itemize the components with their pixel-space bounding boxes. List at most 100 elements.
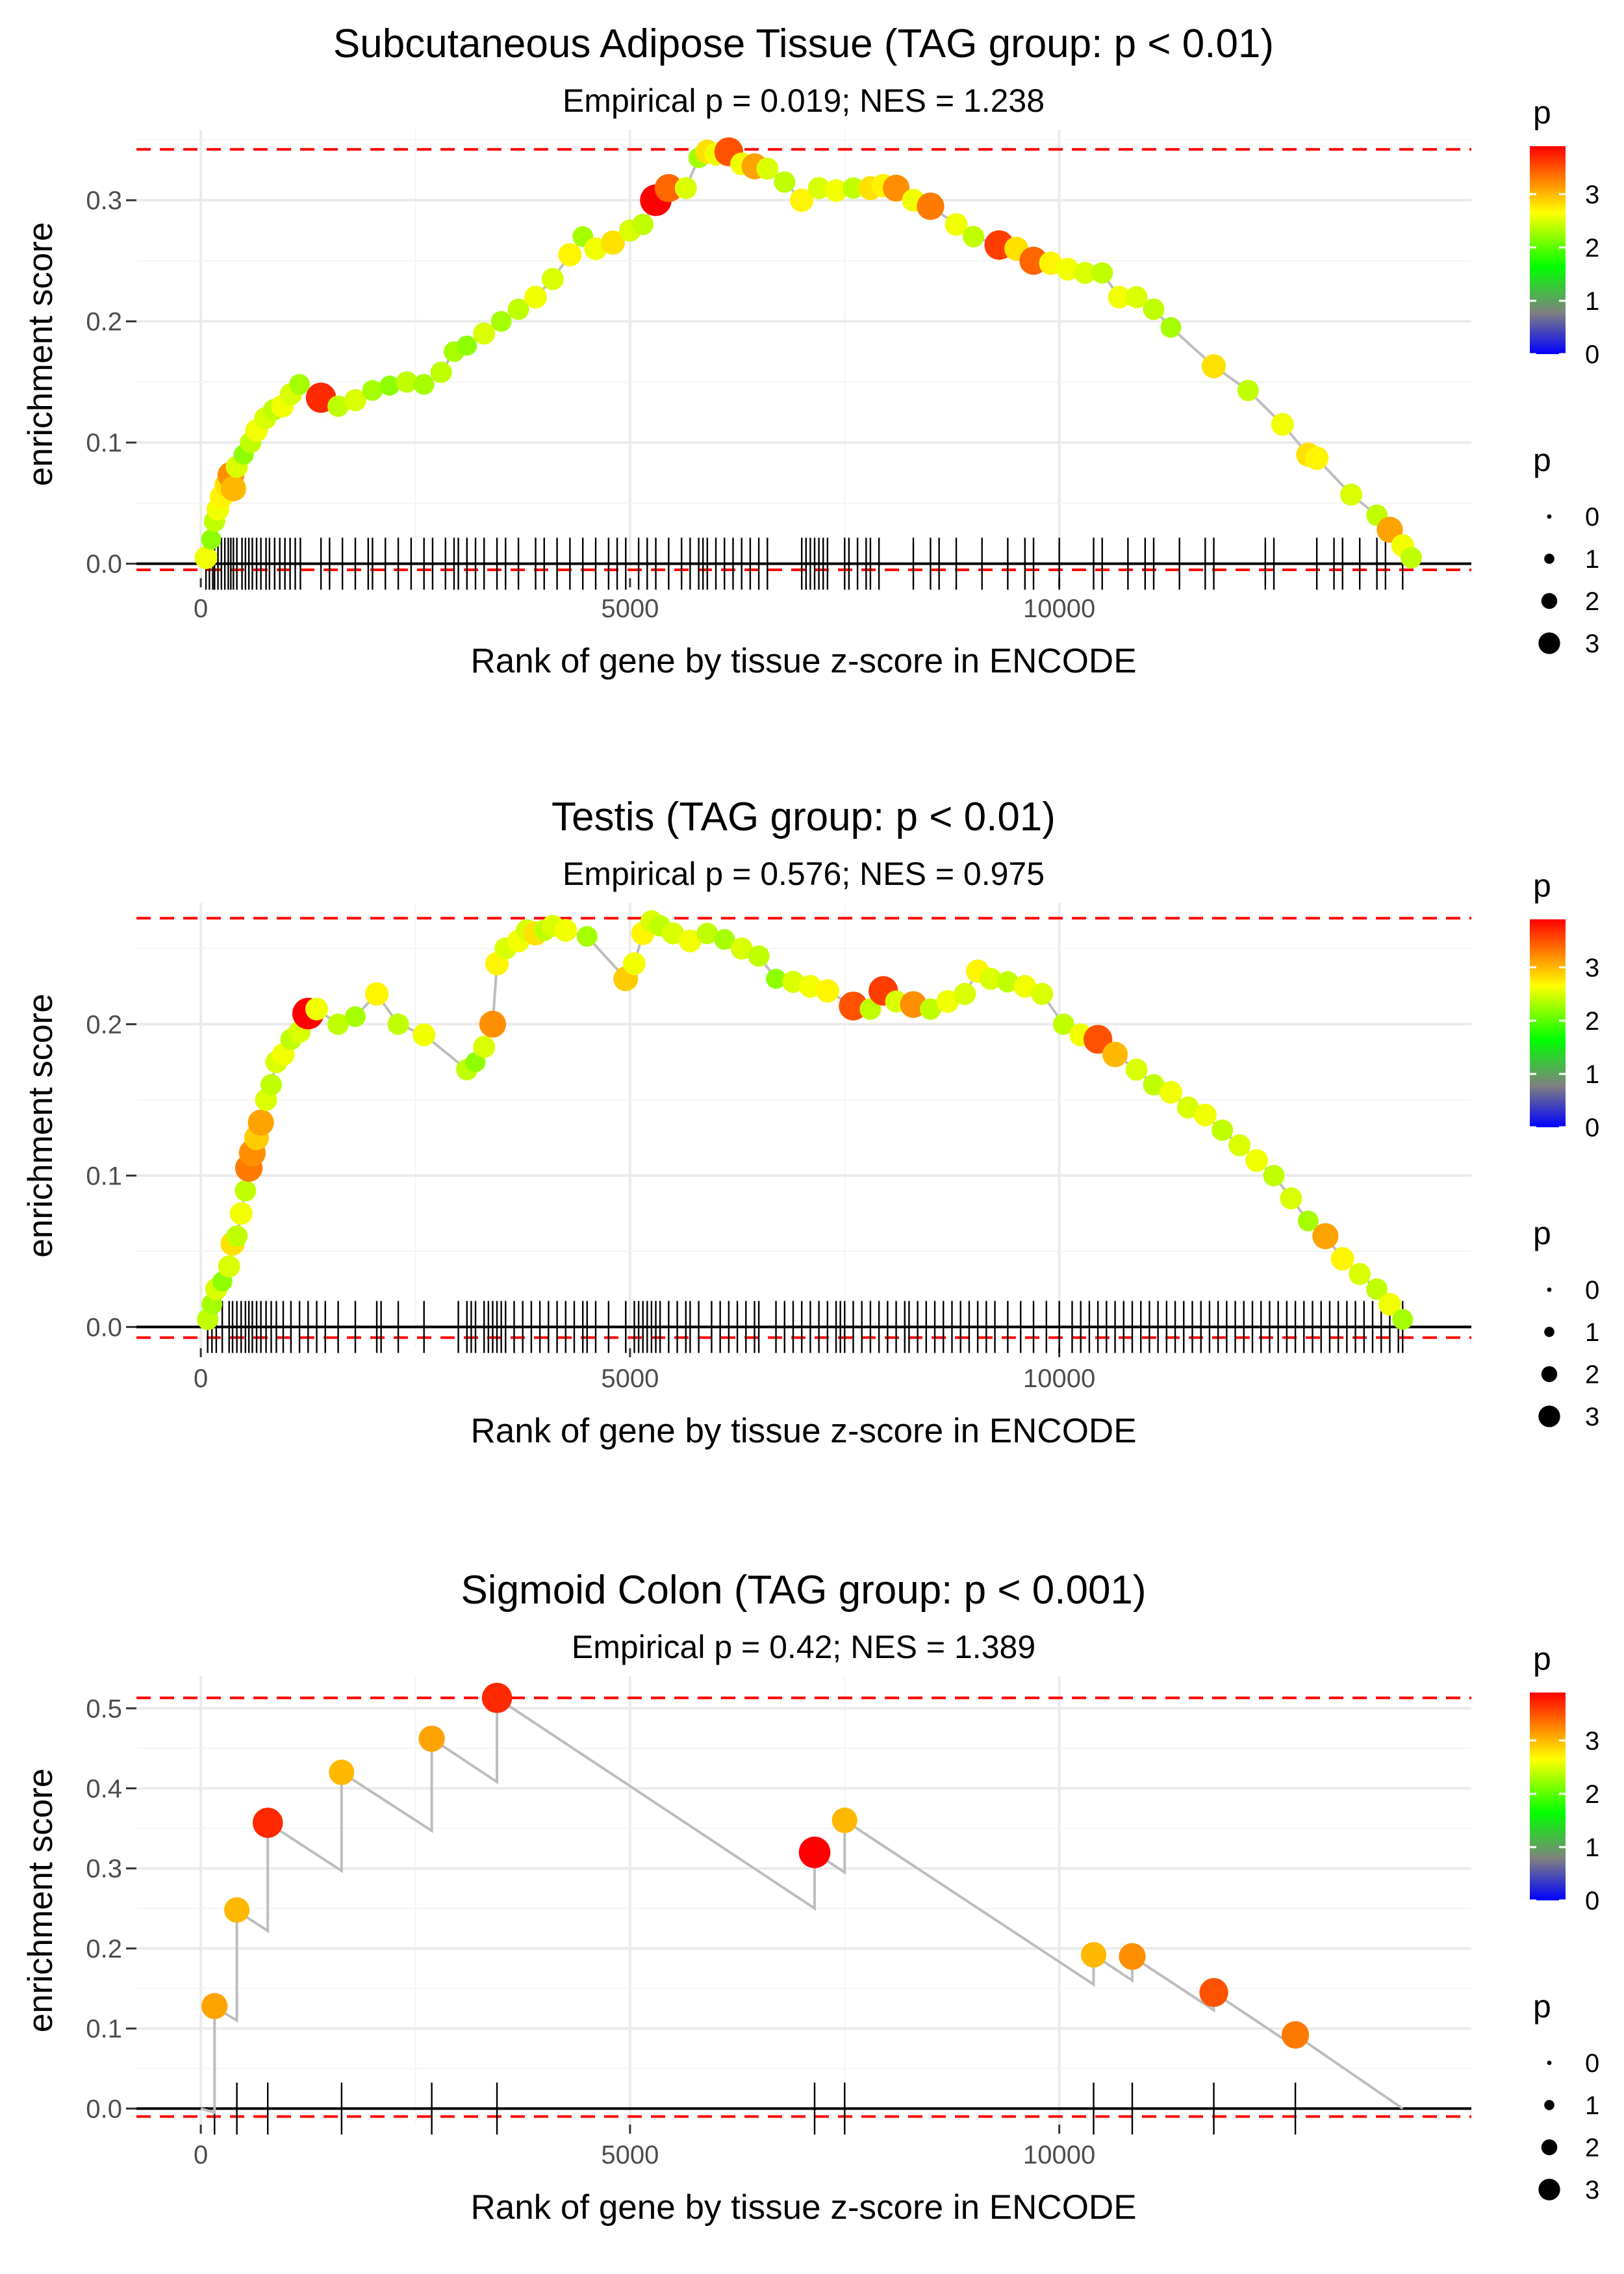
- data-point: [194, 546, 218, 569]
- data-point: [979, 967, 1002, 990]
- data-point: [1091, 262, 1113, 284]
- legend-size-title: p: [1533, 442, 1551, 478]
- colorbar-label: 0: [1585, 340, 1599, 369]
- data-point: [678, 929, 702, 952]
- y-tick-label: 0.3: [86, 1855, 122, 1884]
- data-point: [362, 379, 383, 401]
- legend-color: p 0 1 2 3: [1530, 94, 1599, 369]
- data-point: [1119, 1943, 1146, 1970]
- data-point: [807, 177, 830, 199]
- legend-size-label: 2: [1585, 1361, 1599, 1389]
- legend-size-label: 3: [1585, 1403, 1599, 1431]
- x-tick-label: 5000: [601, 1364, 659, 1393]
- rug: [207, 1301, 1404, 1353]
- legend-size-label: 0: [1585, 2049, 1599, 2078]
- data-point: [218, 1255, 240, 1278]
- colorbar-label: 1: [1585, 287, 1599, 316]
- legend-size: p 0 1 2 3: [1533, 442, 1599, 658]
- data-point: [917, 192, 945, 220]
- data-point: [730, 937, 753, 960]
- data-point: [600, 230, 626, 255]
- y-tick-label: 0.0: [86, 1313, 122, 1342]
- y-tick-label: 0.3: [86, 186, 122, 215]
- data-point: [1305, 446, 1329, 470]
- data-point: [859, 998, 882, 1020]
- data-point: [1176, 1096, 1199, 1119]
- data-point: [1212, 1119, 1234, 1141]
- y-axis-title: enrichment score: [21, 222, 60, 487]
- data-point: [1297, 1210, 1319, 1232]
- y-axis-title: enrichment score: [21, 1769, 60, 2033]
- data-point: [1366, 1278, 1388, 1300]
- data-point: [327, 1013, 349, 1035]
- y-tick-label: 0.1: [86, 1162, 122, 1190]
- legend-size-label: 3: [1585, 630, 1599, 658]
- data-point: [1199, 1978, 1228, 2007]
- legend-color: p 0 1 2 3: [1530, 867, 1599, 1142]
- data-point: [1349, 1262, 1371, 1285]
- y-tick-label: 0.2: [86, 1010, 122, 1039]
- rug: [205, 537, 1404, 590]
- data-point: [1263, 1164, 1285, 1186]
- legend-size-label: 2: [1585, 2134, 1599, 2162]
- legend-color-title: p: [1533, 867, 1551, 904]
- data-point: [1052, 1013, 1074, 1035]
- data-point: [430, 361, 452, 383]
- data-point: [329, 1759, 355, 1785]
- chart-title: Testis (TAG group: p < 0.01): [552, 795, 1056, 839]
- y-tick-label: 0.0: [86, 2095, 122, 2123]
- data-point: [412, 1023, 436, 1047]
- legend-color-title: p: [1533, 1641, 1551, 1677]
- data-point: [364, 982, 389, 1006]
- points: [194, 137, 1422, 569]
- x-tick-label: 0: [194, 594, 208, 623]
- x-tick-label: 0: [194, 2141, 208, 2169]
- data-point: [798, 1836, 831, 1869]
- data-point: [839, 991, 868, 1021]
- legend-size-label: 1: [1585, 545, 1599, 574]
- chart-panel-2: Testis (TAG group: p < 0.01) Empirical p …: [21, 795, 1599, 1450]
- legend-size-dot: [1538, 632, 1560, 654]
- data-point: [714, 928, 735, 950]
- colorbar-label: 3: [1585, 181, 1599, 209]
- legend-size-title: p: [1533, 1988, 1551, 2025]
- data-point: [954, 982, 976, 1005]
- data-point: [247, 1109, 274, 1136]
- data-point: [945, 212, 968, 236]
- data-point: [815, 979, 839, 1003]
- data-point: [1125, 286, 1148, 309]
- colorbar-label: 2: [1585, 1780, 1599, 1809]
- legend-size-title: p: [1533, 1215, 1551, 1251]
- es-line: [199, 150, 1414, 565]
- y-tick-label: 0.2: [86, 1935, 122, 1963]
- data-point: [235, 1180, 257, 1202]
- chart-title: Sigmoid Colon (TAG group: p < 0.001): [461, 1568, 1146, 1613]
- data-point: [1102, 1041, 1128, 1067]
- colorbar: [1530, 146, 1566, 354]
- data-point: [654, 173, 683, 203]
- colorbar-label: 0: [1585, 1887, 1599, 1915]
- x-tick-label: 5000: [601, 2141, 659, 2169]
- gridlines: [136, 1676, 1471, 2125]
- data-point: [387, 1013, 409, 1035]
- data-point: [1159, 1080, 1182, 1104]
- data-point: [996, 971, 1019, 993]
- legend-size-label: 1: [1585, 1318, 1599, 1347]
- data-point: [226, 1225, 248, 1247]
- legend-size-dot: [1538, 1405, 1560, 1427]
- data-point: [1143, 1074, 1165, 1096]
- data-point: [1160, 317, 1182, 338]
- colorbar-label: 1: [1585, 1833, 1599, 1862]
- colorbar: [1530, 1693, 1566, 1900]
- x-tick-label: 0: [194, 1364, 208, 1393]
- x-axis-title: Rank of gene by tissue z-score in ENCODE: [470, 642, 1136, 680]
- y-tick-label: 0.4: [86, 1775, 122, 1804]
- data-point: [1056, 257, 1080, 281]
- data-point: [748, 945, 770, 967]
- data-point: [327, 395, 349, 417]
- data-point: [632, 213, 654, 235]
- data-point: [622, 952, 646, 975]
- data-point: [1339, 483, 1362, 506]
- colorbar-label: 3: [1585, 954, 1599, 982]
